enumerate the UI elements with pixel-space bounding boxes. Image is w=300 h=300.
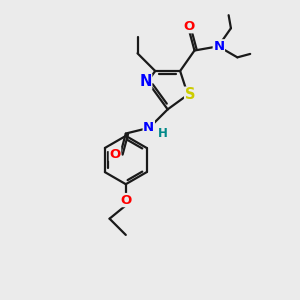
Text: N: N bbox=[213, 40, 224, 53]
Text: N: N bbox=[143, 121, 154, 134]
Text: O: O bbox=[120, 194, 131, 207]
Text: H: H bbox=[158, 127, 167, 140]
Text: S: S bbox=[184, 87, 195, 102]
Text: N: N bbox=[139, 74, 152, 89]
Text: O: O bbox=[110, 148, 121, 160]
Text: O: O bbox=[183, 20, 194, 33]
